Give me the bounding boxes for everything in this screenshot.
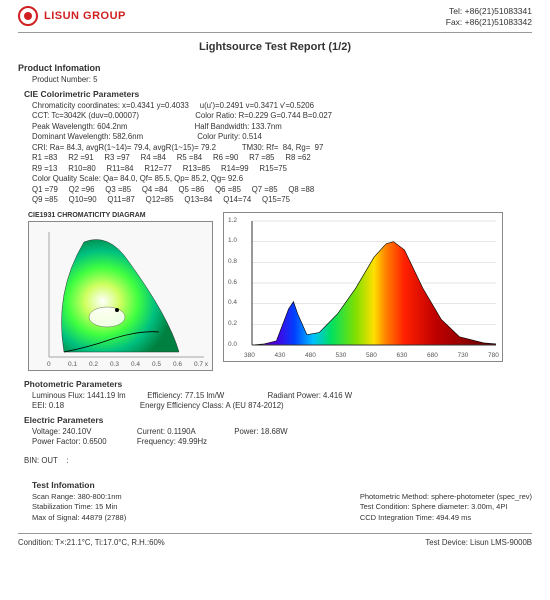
charts-row: CIE1931 CHROMATICITY DIAGRAM <box>28 212 532 371</box>
cie-l9: Q1 =79 Q2 =96 Q3 =85 Q4 =84 Q5 =86 Q6 =8… <box>32 185 532 196</box>
product-number: Product Number: 5 <box>32 75 532 86</box>
report-title: Lightsource Test Report (1/2) <box>18 41 532 53</box>
tinfo-right: Photometric Method: sphere-photometer (s… <box>360 492 532 522</box>
cie-l10: Q9 =85 Q10=90 Q11=87 Q12=85 Q13=84 Q14=7… <box>32 195 532 206</box>
spec-ytick: 0.4 <box>228 299 237 306</box>
spec-ytick: 0.8 <box>228 258 237 265</box>
cie-heading: CIE Colorimetric Parameters <box>24 89 532 99</box>
cie-xtick: 0.1 <box>68 361 77 368</box>
photo-l2: EEI: 0.18 Energy Efficiency Class: A (EU… <box>32 401 532 412</box>
elec-heading: Electric Parameters <box>24 415 532 425</box>
cond-right: Test Device: Lisun LMS-9000B <box>425 538 532 547</box>
cond-left: Condition: T×:21.1°C, Ti:17.0°C, R.H.:60… <box>18 538 165 547</box>
cie-l4: Dominant Wavelength: 582.6nm Color Purit… <box>32 132 532 143</box>
tel-text: Tel: +86(21)51083341 <box>446 6 532 17</box>
header: LISUN GROUP Tel: +86(21)51083341 Fax: +8… <box>18 6 532 33</box>
cie-chart-title: CIE1931 CHROMATICITY DIAGRAM <box>28 212 213 219</box>
spec-xtick: 730 <box>458 352 469 359</box>
spec-xtick: 680 <box>427 352 438 359</box>
cie-xtick: 0 <box>47 361 51 368</box>
cie-l8: Color Quality Scale: Qa= 84.0, Qf= 85.5,… <box>32 174 532 185</box>
elec-l1: Voltage: 240.10V Current: 0.1190A Power:… <box>32 427 532 438</box>
spec-ytick: 0.6 <box>228 279 237 286</box>
contact-block: Tel: +86(21)51083341 Fax: +86(21)5108334… <box>446 6 532 28</box>
cie-l3: Peak Wavelength: 604.2nm Half Bandwidth:… <box>32 122 532 133</box>
cie-x-axis: x <box>205 361 208 368</box>
tinfo-left: Scan Range: 380-800:1nm Stabilization Ti… <box>32 492 126 522</box>
cie-svg <box>29 222 214 372</box>
cie-xtick: 0.5 <box>152 361 161 368</box>
spec-xtick: 480 <box>305 352 316 359</box>
product-heading: Product Infomation <box>18 63 532 73</box>
cie-xtick: 0.6 <box>173 361 182 368</box>
spec-ytick: 0.2 <box>228 320 237 327</box>
cie-xtick: 0.4 <box>131 361 140 368</box>
spec-ytick: 1.0 <box>228 237 237 244</box>
spec-xtick: 580 <box>366 352 377 359</box>
cie-chart-box: CIE1931 CHROMATICITY DIAGRAM <box>28 212 213 371</box>
cie-l2: CCT: Tc=3042K (duv=0.00007) Color Ratio:… <box>32 111 532 122</box>
cie-diagram: 0 0.1 0.2 0.3 0.4 0.5 0.6 0.7 x <box>28 221 213 371</box>
cie-l7: R9 =13 R10=80 R11=84 R12=77 R13=85 R14=9… <box>32 164 532 175</box>
spec-xtick: 780 <box>488 352 499 359</box>
spec-ytick: 0.0 <box>228 341 237 348</box>
company-name: LISUN GROUP <box>44 10 126 22</box>
cie-xtick: 0.3 <box>110 361 119 368</box>
spec-ytick: 1.2 <box>228 217 237 224</box>
spec-xtick: 530 <box>336 352 347 359</box>
elec-l2: Power Factor: 0.6500 Frequency: 49.99Hz <box>32 437 532 448</box>
cie-l1: Chromaticity coordinates: x=0.4341 y=0.4… <box>32 101 532 112</box>
cie-xtick: 0.7 <box>194 361 203 368</box>
photo-l1: Luminous Flux: 1441.19 lm Efficiency: 77… <box>32 391 532 402</box>
cie-l5: CRI: Ra= 84.3, avgR(1~14)= 79.4, avgR(1~… <box>32 143 532 154</box>
cie-xtick: 0.2 <box>89 361 98 368</box>
logo-icon <box>18 6 38 26</box>
photo-heading: Photometric Parameters <box>24 379 532 389</box>
cie-l6: R1 =83 R2 =91 R3 =97 R4 =84 R5 =84 R6 =9… <box>32 153 532 164</box>
spectrum-svg <box>224 213 504 363</box>
bin-text: BIN: OUT : <box>24 456 532 467</box>
spectrum-chart: 1.2 1.0 0.8 0.6 0.4 0.2 0.0 380 430 480 530 580 630… <box>223 212 503 362</box>
spec-xtick: 430 <box>275 352 286 359</box>
spec-xtick: 380 <box>244 352 255 359</box>
tinfo-heading: Test Infomation <box>32 480 532 490</box>
logo-group: LISUN GROUP <box>18 6 126 26</box>
fax-text: Fax: +86(21)51083342 <box>446 17 532 28</box>
condition-row: Condition: T×:21.1°C, Ti:17.0°C, R.H.:60… <box>18 533 532 547</box>
spec-xtick: 630 <box>397 352 408 359</box>
spectrum-box: 1.2 1.0 0.8 0.6 0.4 0.2 0.0 380 430 480 530 580 630… <box>223 212 503 362</box>
tinfo-row: Scan Range: 380-800:1nm Stabilization Ti… <box>32 492 532 522</box>
